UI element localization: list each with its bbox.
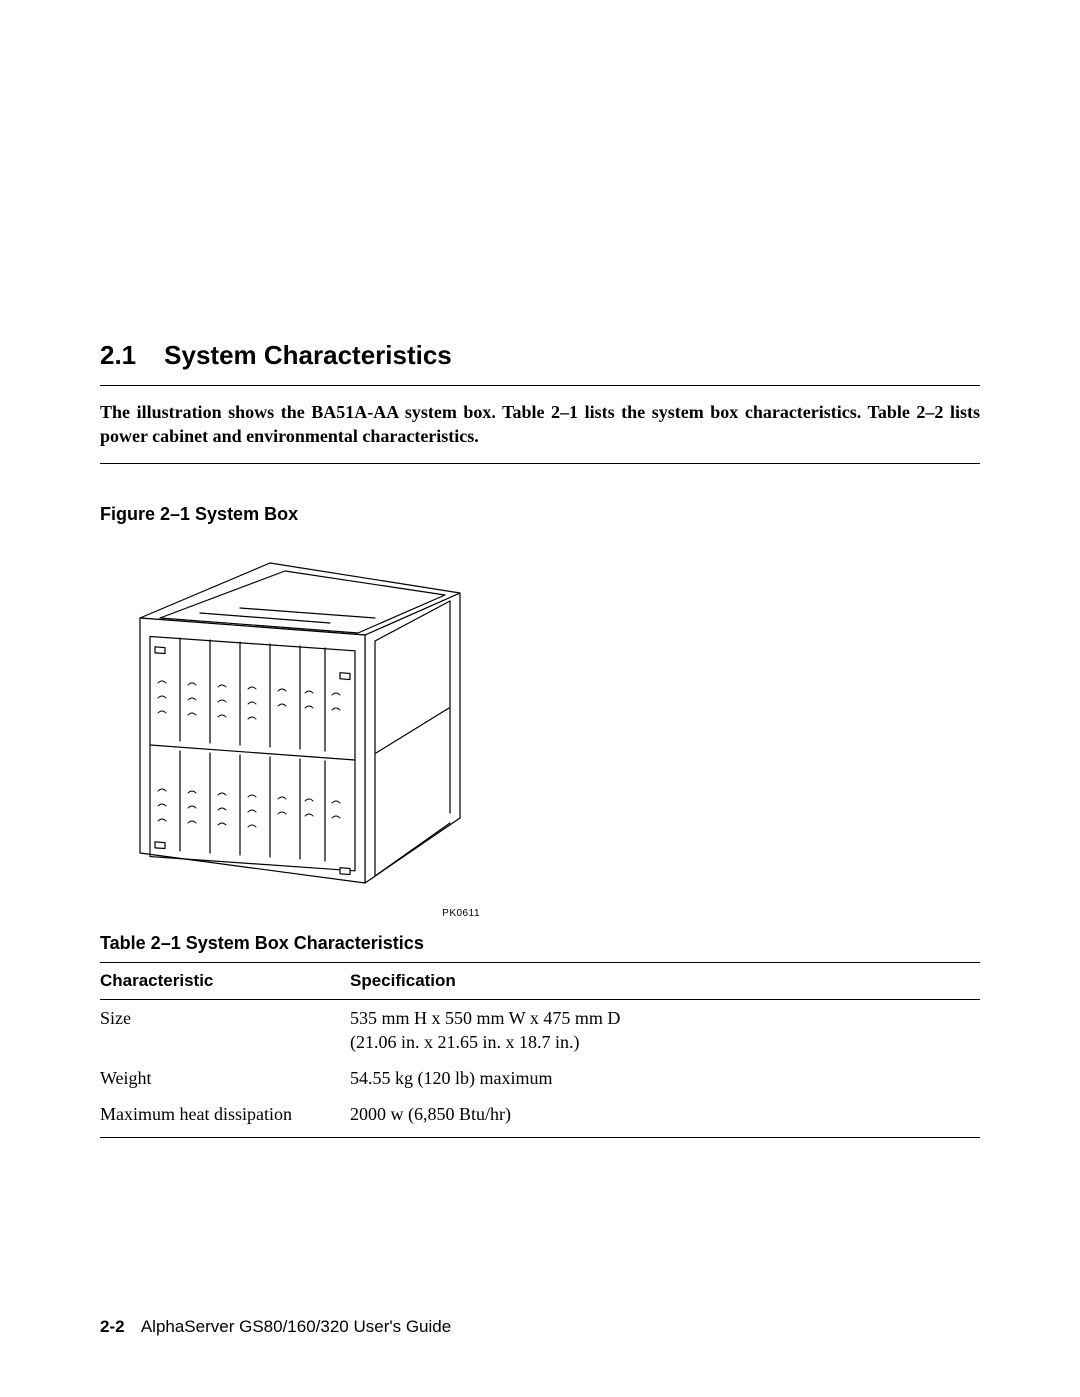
table-caption: Table 2–1 System Box Characteristics: [100, 933, 980, 954]
characteristics-table: Characteristic Specification Size 535 mm…: [100, 962, 980, 1138]
table-cell: Maximum heat dissipation: [100, 1096, 350, 1137]
table-cell: Size: [100, 999, 350, 1060]
table-cell: 535 mm H x 550 mm W x 475 mm D(21.06 in.…: [350, 999, 980, 1060]
table-cell: Weight: [100, 1060, 350, 1096]
table-row: Maximum heat dissipation 2000 w (6,850 B…: [100, 1096, 980, 1137]
system-box-illustration: [100, 533, 490, 903]
document-title: AlphaServer GS80/160/320 User's Guide: [141, 1317, 451, 1336]
table-block: Table 2–1 System Box Characteristics Cha…: [100, 933, 980, 1138]
page-container: 2.1 System Characteristics The illustrati…: [0, 0, 1080, 1138]
section-heading: 2.1 System Characteristics: [100, 340, 980, 371]
section-number: 2.1: [100, 340, 136, 370]
table-cell: 54.55 kg (120 lb) maximum: [350, 1060, 980, 1096]
table-row: Weight 54.55 kg (120 lb) maximum: [100, 1060, 980, 1096]
rule-bottom: [100, 463, 980, 464]
section-title: System Characteristics: [164, 340, 452, 370]
page-number: 2-2: [100, 1317, 125, 1336]
intro-paragraph: The illustration shows the BA51A-AA syst…: [100, 386, 980, 463]
table-row: Size 535 mm H x 550 mm W x 475 mm D(21.0…: [100, 999, 980, 1060]
figure-caption: Figure 2–1 System Box: [100, 504, 980, 525]
table-header: Specification: [350, 962, 980, 999]
page-footer: 2-2 AlphaServer GS80/160/320 User's Guid…: [100, 1317, 451, 1337]
figure-code: PK0611: [100, 908, 490, 919]
table-header: Characteristic: [100, 962, 350, 999]
table-cell: 2000 w (6,850 Btu/hr): [350, 1096, 980, 1137]
figure-block: Figure 2–1 System Box: [100, 504, 980, 919]
